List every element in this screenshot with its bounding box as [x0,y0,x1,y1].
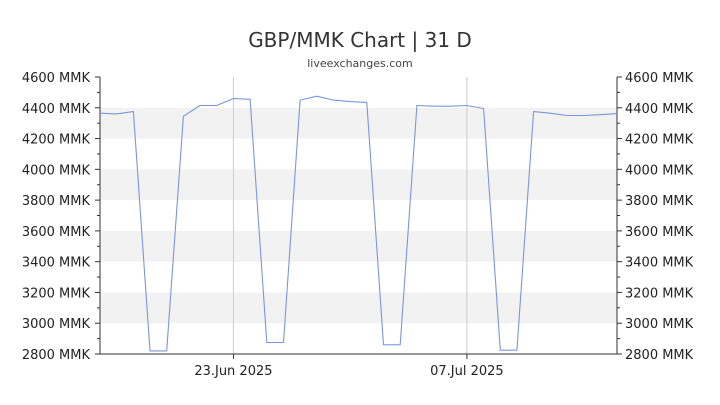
y-tick-label-left: 3000 MMK [22,317,91,332]
y-tick-label-left: 4000 MMK [22,163,91,178]
series-group [99,95,618,352]
chart-subtitle: liveexchanges.com [307,57,412,70]
y-tick-label-left: 3600 MMK [22,225,91,240]
x-tick-label: 23.Jun 2025 [194,364,272,379]
grid-bands [100,107,617,324]
vertical-gridlines [232,77,468,354]
y-tick-label-right: 4000 MMK [625,163,694,178]
grid-band [100,292,617,324]
y-tick-label-left: 3400 MMK [22,256,91,271]
axes [95,76,622,359]
y-tick-label-left: 4600 MMK [22,71,91,86]
grid-band [100,169,617,201]
y-tick-label-right: 2800 MMK [625,348,694,363]
y-tick-label-right: 4600 MMK [625,71,694,86]
grid-band [100,230,617,262]
tick-labels: 4600 MMK 4600 MMK 4400 MMK 4400 MMK 4200 MMK… [22,71,694,379]
y-tick-label-left: 2800 MMK [22,348,91,363]
y-tick-label-right: 3400 MMK [625,256,694,271]
y-tick-label-left: 4200 MMK [22,133,91,148]
grid-band [100,107,617,139]
chart-title: GBP/MMK Chart | 31 D [248,28,472,52]
y-tick-label-left: 4400 MMK [22,102,91,117]
y-tick-label-left: 3800 MMK [22,194,91,209]
y-tick-label-right: 4400 MMK [625,102,694,117]
y-tick-label-right: 3000 MMK [625,317,694,332]
y-tick-label-right: 3200 MMK [625,286,694,301]
y-tick-label-left: 3200 MMK [22,286,91,301]
series-line [99,95,618,352]
y-tick-label-right: 3800 MMK [625,194,694,209]
x-tick-label: 07.Jul 2025 [430,364,504,379]
y-tick-label-right: 4200 MMK [625,133,694,148]
y-tick-label-right: 3600 MMK [625,225,694,240]
